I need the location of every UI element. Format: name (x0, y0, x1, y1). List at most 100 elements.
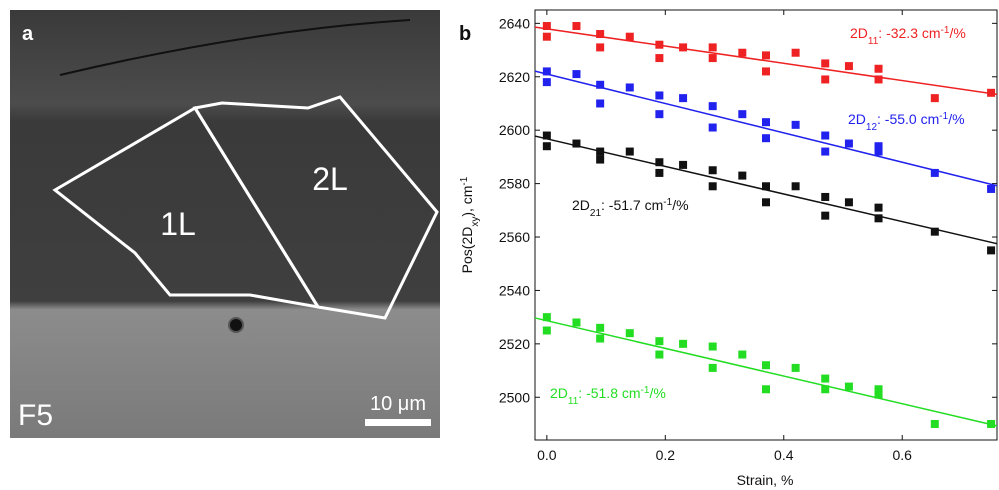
data-point (542, 142, 551, 151)
data-point (655, 40, 664, 49)
x-tick-label: 0.6 (892, 447, 912, 463)
series-label-part: 21 (590, 208, 602, 219)
series-label-part: -1 (641, 385, 650, 396)
series-label-part: : -32.3 cm (878, 25, 940, 41)
data-point (738, 110, 747, 119)
data-point (655, 110, 664, 119)
data-point (708, 54, 717, 63)
fit-line (534, 70, 998, 187)
data-point (679, 339, 688, 348)
data-point (738, 48, 747, 57)
series-label-part: : -51.7 cm (601, 197, 663, 213)
data-point (791, 363, 800, 372)
data-point (596, 334, 605, 343)
data-point (542, 131, 551, 140)
data-point (874, 75, 883, 84)
micrograph (10, 10, 440, 438)
data-point (791, 120, 800, 129)
data-point (930, 419, 939, 428)
x-tick-label: 0.2 (656, 447, 676, 463)
data-point (987, 419, 996, 428)
series-label-part: 11 (568, 396, 579, 407)
data-point (596, 323, 605, 332)
fit-line (534, 26, 998, 96)
y-tick-label: 2540 (499, 282, 530, 298)
data-point (655, 91, 664, 100)
data-point (572, 70, 581, 79)
region-2l-outline (192, 95, 439, 320)
series-label: 2D11: -32.3 cm-1/% (850, 25, 966, 47)
data-point (679, 160, 688, 169)
data-point (708, 182, 717, 191)
series-label: 2D21: -51.7 cm-1/% (572, 197, 689, 219)
data-point (572, 139, 581, 148)
data-point (930, 227, 939, 236)
series-label-part: -1 (663, 197, 672, 208)
y-tick-label: 2600 (499, 122, 530, 138)
y-axis-label-part: xy (470, 217, 481, 227)
data-point (821, 192, 830, 201)
y-tick-label: 2500 (499, 389, 530, 405)
data-point (738, 350, 747, 359)
data-point (762, 67, 770, 76)
data-point (596, 99, 605, 108)
data-point (930, 168, 939, 177)
data-point (821, 75, 830, 84)
data-point (625, 147, 634, 156)
data-point (596, 147, 605, 156)
data-point (844, 198, 853, 207)
y-tick-label: 2640 (499, 15, 530, 31)
data-point (762, 198, 770, 207)
data-point (542, 313, 551, 322)
data-point (655, 168, 664, 177)
region-label: 1L (160, 206, 196, 242)
data-point (762, 385, 770, 394)
micrograph-panel: a F5 10 μm 1L 2L (10, 10, 440, 438)
data-point (821, 131, 830, 140)
data-point (596, 43, 605, 52)
data-point (596, 30, 605, 39)
series-label-part: 2D (572, 197, 590, 213)
y-axis-label: Pos(2Dxy), cm-1 (459, 176, 481, 273)
data-point (821, 374, 830, 383)
data-point (542, 32, 551, 41)
x-axis-label: Strain, % (737, 472, 794, 488)
data-point (738, 171, 747, 180)
data-point (708, 363, 717, 372)
series-label-part: /% (949, 25, 965, 41)
y-axis-label-part: Pos(2D (459, 227, 475, 274)
y-axis-label-part: -1 (459, 176, 470, 185)
scale-label: 10 μm (370, 393, 426, 415)
data-point (708, 102, 717, 111)
series-label-part: 2D (848, 111, 866, 127)
data-point (708, 123, 717, 132)
data-point (844, 139, 853, 148)
data-point (821, 147, 830, 156)
series-label-part: -1 (939, 111, 948, 122)
fit-line (534, 317, 998, 427)
y-tick-label: 2580 (499, 176, 530, 192)
data-point (821, 59, 830, 68)
data-point (874, 390, 883, 399)
data-point (791, 48, 800, 57)
data-point (572, 22, 581, 31)
y-tick-label: 2520 (499, 336, 530, 352)
data-point (821, 211, 830, 220)
data-point (655, 337, 664, 346)
data-point (679, 94, 688, 103)
series-label: 2D11: -51.8 cm-1/% (550, 385, 666, 407)
data-point (821, 385, 830, 394)
data-point (625, 83, 634, 92)
data-point (762, 134, 770, 143)
data-point (987, 88, 996, 97)
x-tick-label: 0.4 (774, 447, 794, 463)
data-point (625, 32, 634, 41)
sample-label: F5 (18, 399, 53, 432)
y-tick-label: 2620 (499, 69, 530, 85)
data-point (874, 385, 883, 394)
series-label-part: 2D (550, 385, 568, 401)
data-point (791, 182, 800, 191)
series-label-part: 2D (850, 25, 868, 41)
data-point (987, 246, 996, 255)
